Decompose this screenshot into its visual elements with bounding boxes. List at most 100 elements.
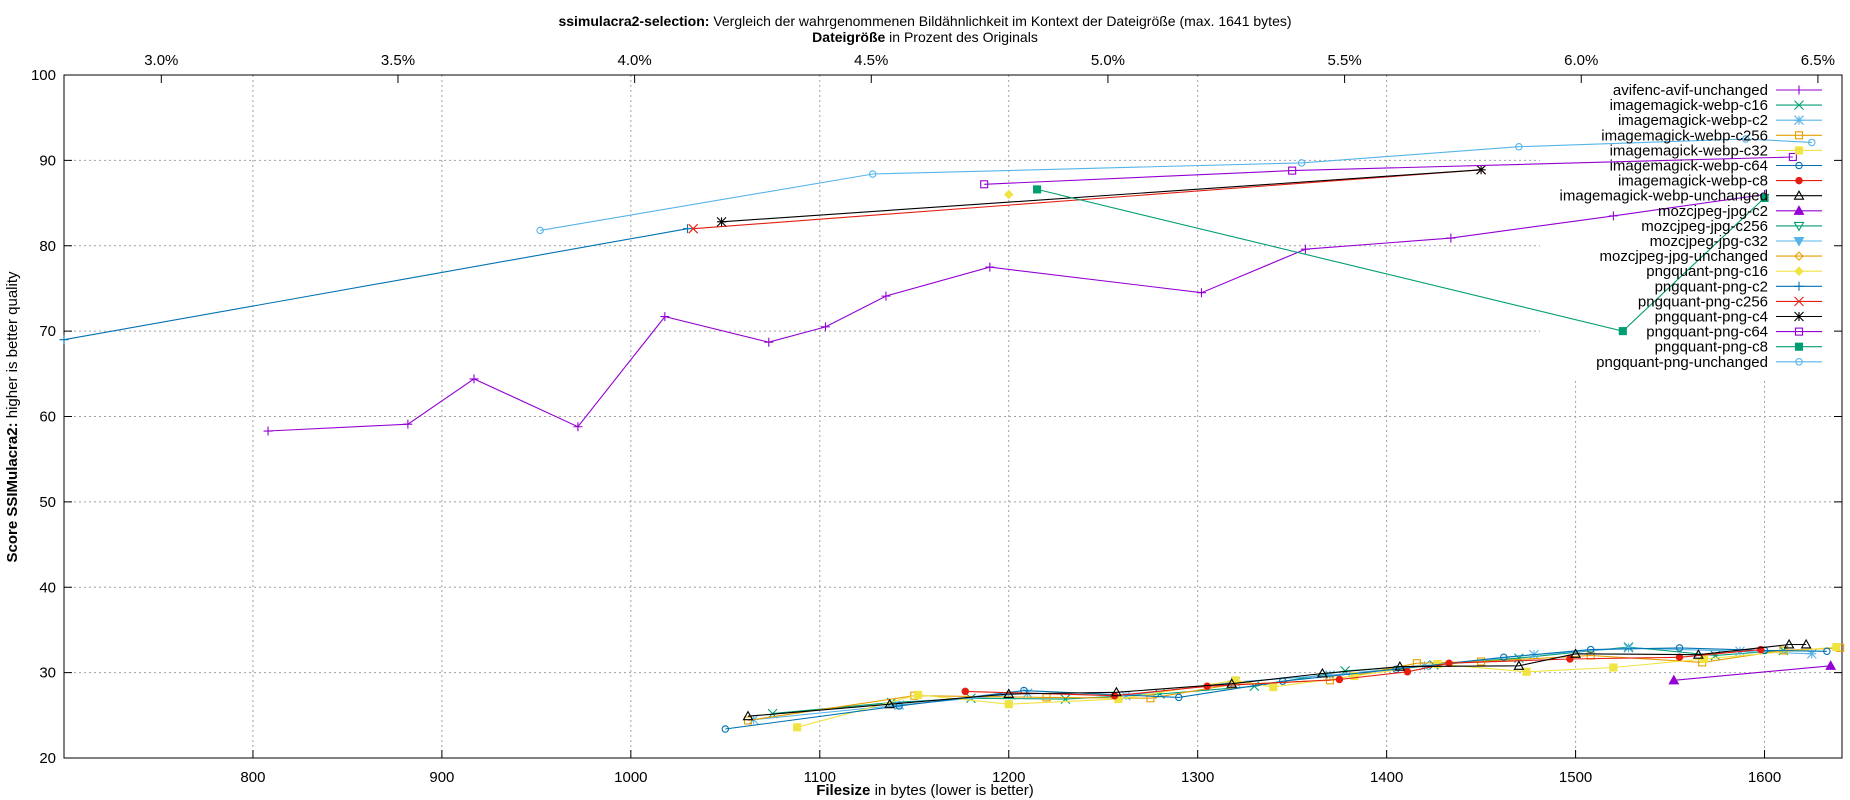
y-axis-label: Score SSIMulacra2: higher is better qual…	[4, 271, 21, 562]
series-line	[268, 193, 1765, 432]
series-pngquant-png-c256	[688, 164, 1486, 234]
data-point	[573, 422, 583, 432]
data-point	[1570, 648, 1582, 658]
data-point	[1800, 638, 1812, 649]
data-point	[1203, 682, 1211, 691]
legend-label: pngquant-png-c8	[1655, 339, 1768, 356]
data-point	[895, 702, 903, 710]
data-point	[1269, 683, 1278, 692]
data-point	[1403, 668, 1412, 676]
legend-marker	[1794, 251, 1804, 261]
series-line	[693, 169, 1482, 230]
legend-marker	[1793, 190, 1805, 200]
data-point	[1003, 189, 1014, 200]
legend-marker	[1795, 176, 1803, 185]
legend-label: imagemagick-webp-c64	[1610, 158, 1768, 175]
data-point	[1394, 661, 1406, 671]
series-pngquant-png-c4	[716, 164, 1486, 227]
grid	[64, 75, 1842, 758]
series-line	[747, 643, 1807, 717]
data-point	[1350, 671, 1359, 681]
data-point	[1623, 642, 1634, 653]
data-point	[1004, 700, 1013, 709]
legend-label: pngquant-png-c64	[1646, 324, 1768, 341]
data-point	[59, 335, 69, 345]
y-tick-label: 80	[39, 238, 56, 255]
series-imagemagick-webp-c2	[748, 642, 1817, 725]
data-point	[1003, 688, 1015, 699]
data-point	[1788, 152, 1797, 162]
x2-tick-label: 3.0%	[144, 52, 178, 69]
data-point	[894, 700, 905, 710]
data-point	[1515, 142, 1523, 151]
data-point	[913, 690, 923, 699]
x2-tick-label: 6.5%	[1801, 52, 1835, 69]
data-point	[1110, 686, 1122, 697]
x2-axis-label: Dateigröße in Prozent des Originals	[812, 29, 1038, 45]
chart-title: ssimulacra2-selection: Vergleich der wah…	[558, 13, 1291, 29]
data-point	[688, 223, 699, 234]
y-tick-label: 70	[39, 323, 56, 340]
data-point	[683, 224, 693, 234]
data-point	[764, 337, 774, 347]
x2-tick-label: 4.0%	[618, 52, 652, 69]
legend: avifenc-avif-unchangedimagemagick-webp-c…	[1560, 82, 1822, 371]
x-tick-label: 800	[240, 769, 265, 786]
data-point	[1609, 663, 1618, 672]
data-point	[1832, 642, 1841, 652]
data-point	[985, 262, 995, 272]
series-line	[772, 646, 1784, 715]
series-line	[1673, 665, 1831, 681]
series-line	[984, 156, 1793, 185]
legend-label: imagemagick-webp-unchanged	[1560, 188, 1768, 205]
data-point	[1806, 648, 1817, 659]
legend-label: avifenc-avif-unchanged	[1613, 82, 1768, 99]
data-point	[884, 698, 896, 709]
legend-marker	[1793, 221, 1805, 232]
legend-marker	[1794, 131, 1804, 140]
plot-border	[63, 74, 1843, 759]
x-tick-label: 1000	[614, 769, 647, 786]
data-point	[1618, 327, 1627, 336]
data-point	[742, 710, 754, 721]
data-point	[1445, 659, 1453, 667]
legend-marker	[1794, 115, 1804, 126]
legend-label: mozcjpeg-jpg-c256	[1641, 218, 1768, 235]
data-point	[1288, 166, 1297, 175]
series-pngquant-png-c64	[980, 152, 1797, 189]
legend-marker	[1793, 236, 1805, 247]
y-tick-label: 100	[31, 67, 56, 84]
data-point	[660, 312, 670, 322]
legend-label: pngquant-png-c4	[1655, 309, 1768, 326]
legend-marker	[1794, 311, 1804, 322]
y-tick-label: 40	[39, 579, 56, 596]
data-point	[1033, 185, 1042, 194]
x-axis-label: Filesize in bytes (lower is better)	[816, 782, 1034, 799]
chart-title-bold: ssimulacra2-selection:	[558, 13, 709, 29]
legend-label: pngquant-png-c16	[1646, 263, 1768, 280]
legend-label: imagemagick-webp-c256	[1601, 127, 1768, 144]
x-axis-label-bold: Filesize	[816, 782, 870, 799]
data-point	[1316, 667, 1328, 678]
data-point	[1146, 694, 1155, 703]
series-layer	[59, 135, 1845, 733]
legend-label: imagemagick-webp-c16	[1610, 97, 1768, 114]
legend-label: pngquant-png-c256	[1638, 293, 1768, 310]
x-tick-label: 1600	[1748, 769, 1781, 786]
series-line	[721, 169, 1482, 223]
x2-tick-label: 5.5%	[1327, 52, 1361, 69]
legend-label: imagemagick-webp-c32	[1610, 142, 1768, 159]
data-point	[1741, 135, 1750, 143]
legend-marker	[1794, 146, 1804, 155]
data-point	[868, 170, 877, 178]
legend-label: pngquant-png-c2	[1655, 278, 1768, 295]
data-point	[469, 374, 479, 384]
data-point	[961, 687, 970, 696]
data-point	[1608, 211, 1618, 221]
data-point	[820, 322, 830, 332]
legend-label: imagemagick-webp-c2	[1618, 112, 1768, 129]
series-imagemagick-webp-unchanged	[742, 638, 1812, 721]
data-point	[1335, 675, 1344, 684]
series-pngquant-png-c16	[1003, 189, 1014, 200]
series-line	[63, 228, 688, 341]
